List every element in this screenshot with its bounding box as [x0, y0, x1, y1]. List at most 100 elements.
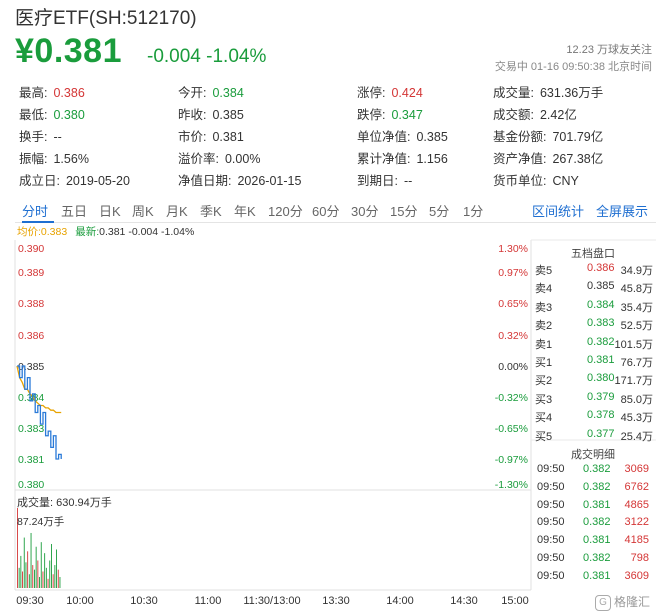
stat-item: 成立日: 2019-05-20 — [19, 170, 130, 189]
stat-item: 振幅: 1.56% — [19, 148, 89, 167]
trade-price: 0.382 — [583, 552, 611, 564]
stat-label: 货币单位: — [493, 174, 547, 188]
y-tick-label: 0.388 — [18, 298, 44, 310]
quote-stats: 最高: 0.386 今开: 0.384 涨停: 0.424 成交量: 631.36万手最低: 0… — [19, 82, 651, 192]
stock-title: 医疗ETF(SH:512170) — [15, 8, 197, 29]
stat-label: 累计净值: — [357, 152, 411, 166]
stat-item: 成交量: 631.36万手 — [493, 82, 603, 101]
y-tick-label: 0.381 — [18, 454, 44, 466]
orderbook-price: 0.379 — [587, 390, 615, 403]
stat-label: 市价: — [178, 130, 207, 144]
orderbook-level: 买2 — [535, 375, 553, 388]
tab-8[interactable]: 60分 — [312, 204, 340, 219]
orderbook-volume: 34.9万 — [620, 265, 653, 277]
header-meta: 12.23 万球友关注 交易中 01-16 09:50:38 北京时间 — [495, 42, 652, 76]
stat-label: 溢价率: — [178, 152, 219, 166]
stat-label: 到期日: — [357, 174, 398, 188]
stat-label: 涨停: — [357, 86, 386, 100]
stat-value: 2.42亿 — [539, 108, 577, 122]
volume-bar — [23, 537, 25, 588]
stat-item: 基金份额: 701.79亿 — [493, 126, 603, 145]
trade-qty: 6762 — [624, 480, 649, 493]
pct-tick-label: -0.97% — [495, 454, 528, 466]
x-tick-label: 14:30 — [450, 595, 478, 607]
pct-tick-label: -0.65% — [495, 423, 528, 435]
tab-0[interactable]: 分时 — [22, 204, 49, 219]
stat-label: 今开: — [178, 86, 207, 100]
orderbook-price: 0.385 — [587, 280, 615, 293]
tab-4[interactable]: 月K — [166, 204, 188, 219]
volume-bar — [32, 565, 34, 588]
y-tick-label: 0.385 — [18, 361, 44, 373]
fullscreen-link[interactable]: 全屏展示 — [596, 204, 649, 219]
stat-value: CNY — [552, 174, 579, 188]
stat-label: 成交量: — [493, 86, 534, 100]
tab-3[interactable]: 周K — [132, 204, 154, 219]
tab-7[interactable]: 120分 — [268, 204, 303, 219]
stat-value: 631.36万手 — [539, 86, 604, 100]
trade-time: 09:50 — [537, 552, 565, 564]
last-price-label: 最新: — [75, 226, 100, 238]
stat-item: 最低: 0.380 — [19, 104, 85, 123]
stat-label: 基金份额: — [493, 130, 547, 144]
x-tick-label: 10:00 — [66, 595, 94, 607]
orderbook-row: 买2 0.380 171.7万 — [535, 372, 655, 388]
tab-12[interactable]: 1分 — [463, 204, 484, 219]
trading-status: 交易中 01-16 09:50:38 北京时间 — [494, 61, 652, 73]
stat-value: 0.386 — [53, 86, 85, 100]
volume-bar — [18, 567, 20, 588]
stat-value: 1.156 — [416, 152, 448, 166]
trade-row: 09:50 0.382 3122 — [537, 516, 655, 532]
tab-9[interactable]: 30分 — [351, 204, 379, 219]
orderbook-volume: 45.8万 — [620, 283, 653, 296]
x-tick-label: 15:00 — [501, 595, 529, 607]
orderbook-title: 五档盘口 — [571, 248, 615, 260]
stat-value: 267.38亿 — [552, 152, 604, 166]
volume-bar — [44, 553, 46, 588]
volume-bar — [34, 569, 35, 588]
stat-value: 0.347 — [391, 108, 423, 122]
volume-bar — [57, 569, 59, 588]
pct-tick-label: 0.65% — [498, 298, 528, 310]
avg-price-label: 均价:0.383 — [17, 226, 68, 238]
volume-label: 成交量: 630.94万手 — [17, 497, 112, 509]
stat-item: 最高: 0.386 — [19, 82, 85, 101]
y-tick-label: 0.380 — [18, 479, 44, 491]
volume-bar — [52, 574, 54, 588]
stat-label: 单位净值: — [357, 130, 411, 144]
stat-item: 净值日期: 2026-01-15 — [178, 170, 301, 189]
tab-11[interactable]: 5分 — [429, 204, 450, 219]
orderbook-row: 买4 0.378 45.3万 — [535, 409, 655, 425]
volume-bar — [51, 543, 52, 588]
orderbook-price: 0.377 — [587, 427, 615, 440]
volume-bar — [45, 567, 47, 588]
orderbook-row: 卖2 0.383 52.5万 — [535, 317, 655, 333]
tab-10[interactable]: 15分 — [390, 204, 418, 219]
orderbook-row: 卖4 0.385 45.8万 — [535, 280, 655, 296]
volume-bar — [40, 542, 42, 588]
orderbook-row: 卖1 0.382 101.5万 — [535, 336, 655, 352]
orderbook-price: 0.378 — [587, 409, 615, 422]
range-stats-link[interactable]: 区间统计 — [532, 204, 585, 219]
trade-row: 09:50 0.382 3069 — [537, 463, 655, 479]
stat-label: 净值日期: — [178, 174, 232, 188]
tab-6[interactable]: 年K — [234, 204, 256, 219]
stat-item: 单位净值: 0.385 — [357, 126, 448, 145]
tab-5[interactable]: 季K — [200, 204, 222, 219]
tab-2[interactable]: 日K — [99, 204, 121, 219]
logo-icon: G — [594, 595, 611, 611]
tab-1[interactable]: 五日 — [61, 204, 88, 219]
volume-bar — [54, 565, 56, 588]
stat-item: 换手: -- — [19, 126, 62, 145]
stat-item: 涨停: 0.424 — [357, 82, 423, 101]
trade-price: 0.381 — [583, 498, 611, 511]
follower-count[interactable]: 12.23 万球友关注 — [566, 44, 652, 56]
stat-value: 0.384 — [212, 86, 244, 100]
orderbook-level: 卖5 — [535, 265, 553, 277]
x-tick-label: 11:30/13:00 — [243, 595, 300, 607]
orderbook-volume: 76.7万 — [620, 357, 653, 369]
volume-bar — [56, 549, 57, 588]
pct-tick-label: 0.32% — [498, 330, 528, 342]
stat-value: 0.380 — [53, 108, 85, 122]
trade-row: 09:50 0.382 6762 — [537, 481, 655, 497]
